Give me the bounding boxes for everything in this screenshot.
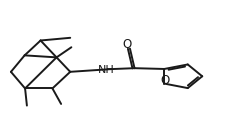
Text: O: O bbox=[121, 38, 131, 51]
Text: O: O bbox=[160, 74, 169, 87]
Text: NH: NH bbox=[98, 65, 115, 75]
